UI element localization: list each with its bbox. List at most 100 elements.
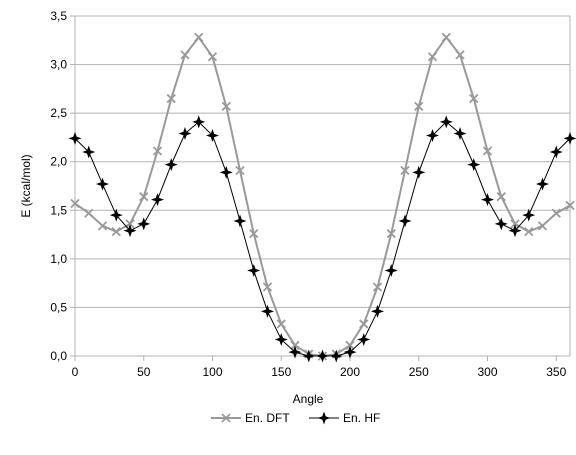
data-point bbox=[357, 332, 371, 346]
data-point bbox=[439, 115, 453, 129]
y-tick-label: 1,0 bbox=[50, 252, 67, 266]
data-point bbox=[192, 115, 206, 129]
data-point bbox=[233, 214, 247, 228]
tick-labels: 0,0 0,5 1,0 1,5 2,0 2,5 3,0 3,5 0 50 100 150 200 250 3… bbox=[50, 9, 566, 379]
data-point bbox=[494, 217, 508, 231]
legend: En. DFT En. HF bbox=[211, 411, 380, 425]
data-point bbox=[262, 282, 273, 292]
data-point bbox=[123, 224, 137, 238]
data-point bbox=[260, 304, 275, 318]
data-point bbox=[412, 165, 426, 179]
axes bbox=[70, 15, 571, 361]
legend-label: En. HF bbox=[343, 411, 380, 425]
data-point bbox=[178, 127, 192, 141]
data-point bbox=[372, 282, 383, 292]
data-point bbox=[565, 200, 575, 211]
x-tick-label: 250 bbox=[409, 365, 429, 379]
data-point bbox=[455, 50, 465, 60]
data-point bbox=[164, 158, 178, 172]
legend-item: En. HF bbox=[309, 411, 380, 425]
data-point bbox=[345, 340, 355, 350]
data-point bbox=[70, 198, 80, 209]
data-point bbox=[398, 214, 412, 228]
data-point bbox=[125, 219, 135, 229]
data-point bbox=[247, 264, 261, 278]
y-tick-label: 0,5 bbox=[50, 300, 67, 314]
data-point bbox=[482, 146, 493, 156]
series-line bbox=[74, 121, 571, 357]
y-tick-label: 3,0 bbox=[50, 58, 67, 72]
data-point bbox=[537, 221, 548, 231]
data-point bbox=[522, 208, 536, 222]
y-tick-label: 2,0 bbox=[50, 155, 67, 169]
y-tick-label: 2,5 bbox=[50, 106, 67, 120]
x-axis-label: Angle bbox=[293, 392, 324, 406]
data-point bbox=[84, 208, 94, 218]
data-point bbox=[441, 32, 451, 43]
data-point bbox=[343, 345, 357, 359]
data-point bbox=[469, 93, 479, 104]
data-point bbox=[235, 165, 245, 176]
x-tick-label: 350 bbox=[546, 365, 566, 379]
data-point bbox=[535, 177, 550, 191]
grid-lines bbox=[75, 15, 570, 357]
x-tick-label: 300 bbox=[477, 365, 497, 379]
data-point bbox=[453, 127, 467, 141]
data-point bbox=[274, 332, 288, 346]
data-point bbox=[249, 228, 259, 239]
data-point bbox=[496, 192, 506, 202]
data-point bbox=[414, 101, 424, 111]
data-point bbox=[97, 221, 108, 231]
data-point bbox=[111, 227, 121, 237]
data-point bbox=[427, 52, 438, 62]
data-point bbox=[288, 345, 302, 359]
data-point bbox=[315, 349, 330, 363]
x-tick-label: 0 bbox=[72, 365, 79, 379]
data-point bbox=[386, 228, 396, 239]
data-point bbox=[290, 340, 300, 350]
data-point bbox=[329, 349, 343, 363]
y-axis-label: E (kcal/mol) bbox=[19, 154, 33, 217]
data-point bbox=[370, 304, 385, 318]
data-point bbox=[425, 128, 440, 142]
data-point bbox=[152, 146, 163, 156]
data-point bbox=[137, 217, 151, 231]
data-point bbox=[563, 131, 576, 145]
data-point bbox=[524, 227, 534, 237]
data-point bbox=[551, 208, 561, 218]
data-point bbox=[302, 349, 316, 363]
data-point bbox=[180, 50, 190, 60]
series-en-dft bbox=[70, 32, 575, 361]
x-tick-label: 100 bbox=[202, 365, 222, 379]
series-group bbox=[68, 32, 576, 363]
data-point bbox=[317, 411, 331, 425]
legend-label: En. DFT bbox=[245, 411, 290, 425]
data-point bbox=[549, 145, 563, 159]
data-point bbox=[467, 158, 481, 172]
data-point bbox=[221, 101, 231, 111]
data-point bbox=[480, 193, 495, 207]
y-tick-label: 0,0 bbox=[50, 349, 67, 363]
x-tick-label: 200 bbox=[340, 365, 360, 379]
data-point bbox=[207, 52, 218, 62]
data-point bbox=[384, 264, 398, 278]
legend-item: En. DFT bbox=[211, 411, 290, 425]
data-point bbox=[109, 208, 123, 222]
series-line bbox=[74, 35, 571, 358]
y-tick-label: 1,5 bbox=[50, 203, 67, 217]
data-point bbox=[219, 165, 233, 179]
data-point bbox=[95, 177, 110, 191]
data-point bbox=[221, 413, 231, 423]
data-point bbox=[139, 192, 149, 202]
data-point bbox=[194, 32, 204, 43]
data-point bbox=[508, 224, 522, 238]
x-tick-label: 150 bbox=[271, 365, 291, 379]
data-point bbox=[276, 319, 286, 329]
data-point bbox=[400, 165, 410, 176]
data-point bbox=[510, 219, 520, 229]
series-en-hf bbox=[68, 115, 576, 363]
data-point bbox=[68, 131, 82, 145]
data-point bbox=[166, 93, 176, 104]
x-tick-label: 50 bbox=[137, 365, 151, 379]
